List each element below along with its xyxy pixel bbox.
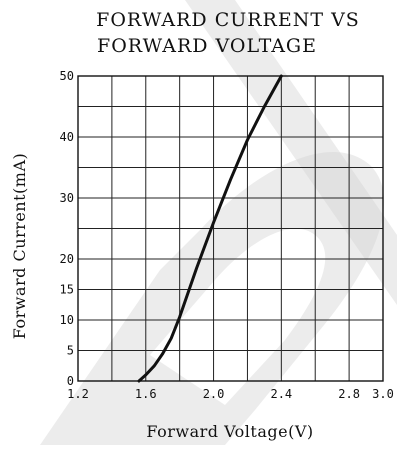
y-tick-label-8: 40 <box>60 130 74 144</box>
y-tick-labels: 0 5 10 15 20 30 40 50 <box>60 69 74 388</box>
data-point-0-3 <box>161 352 164 355</box>
x-tick-label-2: 1.6 <box>135 387 157 401</box>
y-tick-label-4: 20 <box>60 252 74 266</box>
data-point-0-10 <box>246 138 249 142</box>
data-point-0-9 <box>229 178 232 181</box>
y-axis-title: Forward Current(mA) <box>10 153 29 339</box>
y-tick-label-1: 5 <box>67 344 74 358</box>
plot-frame <box>77 75 384 382</box>
x-tick-labels: 1.2 1.6 2.0 2.4 2.8 3.0 <box>67 387 394 401</box>
x-tick-label-6: 2.4 <box>270 387 292 401</box>
data-point-0-1 <box>144 373 147 377</box>
data-point-0-12 <box>280 74 283 78</box>
watermark <box>40 0 397 445</box>
chart-title-line-1: FORWARD CURRENT VS <box>96 9 360 31</box>
data-point-0-0 <box>137 379 141 383</box>
data-point-0-4 <box>169 337 173 340</box>
data-point-0-7 <box>195 266 198 270</box>
data-point-0-8 <box>212 221 215 224</box>
y-tick-label-2: 10 <box>60 313 74 327</box>
x-tick-label-9: 3.0 <box>372 387 394 401</box>
x-tick-label-0: 1.2 <box>67 387 89 401</box>
y-tick-label-3: 15 <box>60 283 74 297</box>
x-tick-label-8: 2.8 <box>338 387 360 401</box>
data-point-0-11 <box>263 105 266 108</box>
y-tick-label-6: 30 <box>60 191 74 205</box>
x-axis-title: Forward Voltage(V) <box>146 422 313 441</box>
y-tick-label-0: 0 <box>67 374 74 388</box>
series-layer <box>137 74 283 383</box>
chart-title-line-2: FORWARD VOLTAGE <box>97 35 317 57</box>
x-tick-label-4: 2.0 <box>203 387 225 401</box>
data-point-0-2 <box>153 364 156 367</box>
watermark-d-shape <box>40 151 385 445</box>
data-point-0-6 <box>186 291 190 294</box>
data-point-0-5 <box>178 315 181 319</box>
y-tick-label-10: 50 <box>60 69 74 83</box>
